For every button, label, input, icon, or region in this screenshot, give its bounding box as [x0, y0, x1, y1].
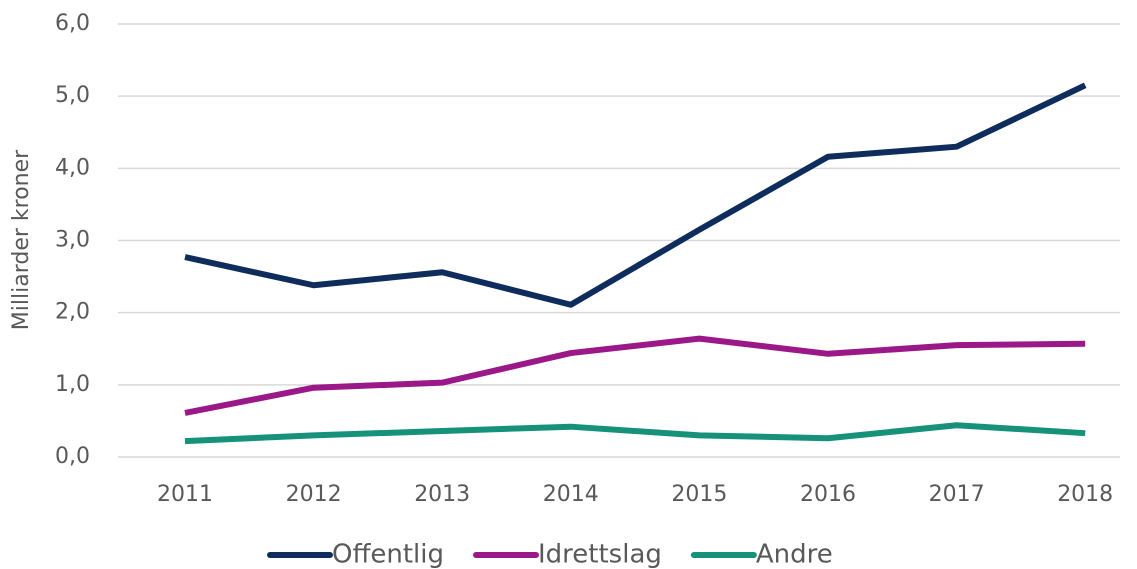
series-line	[184, 82, 1087, 308]
series-line	[184, 422, 1086, 445]
legend-label: Andre	[756, 540, 833, 569]
x-tick-label: 2011	[157, 482, 213, 507]
series-line	[184, 335, 1086, 416]
x-tick-label: 2018	[1057, 482, 1113, 507]
x-tick-label: 2015	[671, 482, 727, 507]
legend-label: Offentlig	[332, 540, 444, 569]
y-tick-label: 0,0	[55, 444, 90, 469]
x-tick-label: 2014	[543, 482, 599, 507]
x-tick-label: 2012	[286, 482, 342, 507]
y-tick-label: 6,0	[55, 11, 90, 36]
y-tick-label: 2,0	[55, 300, 90, 325]
x-tick-label: 2016	[800, 482, 856, 507]
y-tick-label: 3,0	[55, 228, 90, 253]
y-tick-label: 4,0	[55, 155, 90, 180]
legend-label: Idrettslag	[538, 540, 662, 569]
x-tick-label: 2017	[929, 482, 985, 507]
y-tick-label: 5,0	[55, 83, 90, 108]
y-axis-label: Milliarder kroner	[9, 149, 34, 330]
y-tick-label: 1,0	[55, 372, 90, 397]
x-tick-label: 2013	[414, 482, 470, 507]
